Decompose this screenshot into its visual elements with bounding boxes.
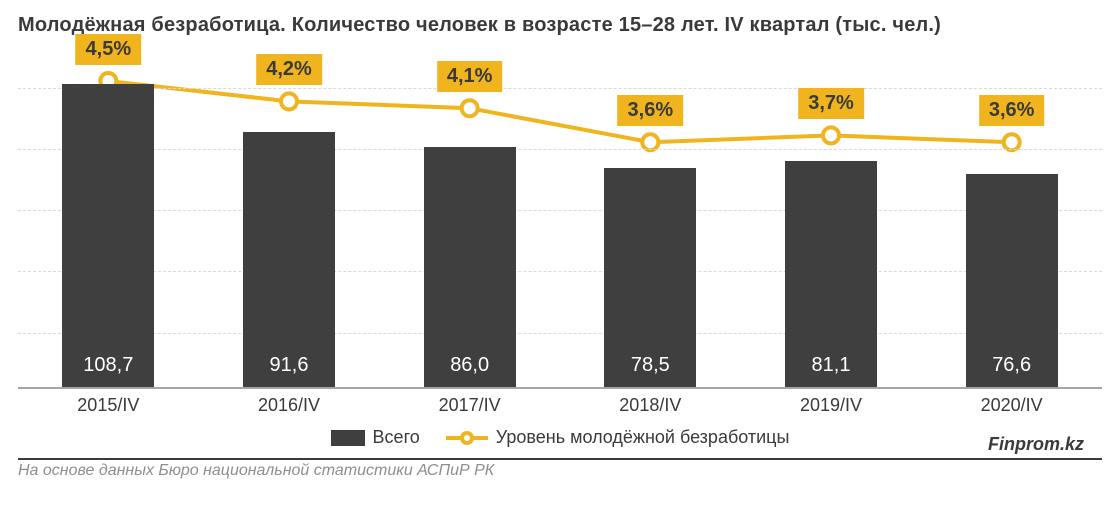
legend-swatch-line <box>446 429 488 447</box>
bar-value-label: 81,1 <box>785 354 877 377</box>
category-label: 2015/IV <box>62 395 154 416</box>
line-marker <box>462 100 478 116</box>
source-note: На основе данных Бюро национальной стати… <box>18 462 1102 480</box>
bar-value-label: 76,6 <box>966 354 1058 377</box>
gridline <box>18 88 1102 89</box>
line-marker <box>1004 134 1020 150</box>
footer-rule <box>18 458 1102 460</box>
footer: Finprom.kz На основе данных Бюро национа… <box>18 458 1102 480</box>
line-value-label: 4,1% <box>437 61 503 92</box>
line-marker <box>642 134 658 150</box>
bar: 76,62020/IV <box>966 174 1058 387</box>
chart-title: Молодёжная безработица. Количество челов… <box>18 14 1102 37</box>
bar: 86,02017/IV <box>424 147 516 387</box>
line-value-label: 4,2% <box>256 54 322 85</box>
legend: Всего Уровень молодёжной безработицы <box>18 427 1102 448</box>
legend-swatch-bar <box>331 430 365 446</box>
line-value-label: 3,6% <box>979 95 1045 126</box>
category-label: 2019/IV <box>785 395 877 416</box>
x-axis <box>18 387 1102 389</box>
gridline <box>18 271 1102 272</box>
bar: 78,52018/IV <box>604 168 696 387</box>
bar: 91,62016/IV <box>243 132 335 387</box>
category-label: 2017/IV <box>424 395 516 416</box>
line-value-label: 3,6% <box>618 95 684 126</box>
gridline <box>18 210 1102 211</box>
bar-value-label: 108,7 <box>62 354 154 377</box>
gridline <box>18 333 1102 334</box>
line-marker <box>823 127 839 143</box>
bar-value-label: 91,6 <box>243 354 335 377</box>
bar-value-label: 86,0 <box>424 354 516 377</box>
bar: 108,72015/IV <box>62 84 154 387</box>
chart-frame: Молодёжная безработица. Количество челов… <box>0 0 1120 515</box>
legend-label-bar: Всего <box>373 427 420 448</box>
category-label: 2016/IV <box>243 395 335 416</box>
category-label: 2018/IV <box>604 395 696 416</box>
line-value-label: 4,5% <box>76 34 142 65</box>
legend-label-line: Уровень молодёжной безработицы <box>496 427 790 448</box>
legend-item-line: Уровень молодёжной безработицы <box>446 427 790 448</box>
line-series-svg <box>18 47 1102 387</box>
bar: 81,12019/IV <box>785 161 877 387</box>
legend-item-bar: Всего <box>331 427 420 448</box>
line-marker <box>281 93 297 109</box>
line-value-label: 3,7% <box>798 88 864 119</box>
brand-label: Finprom.kz <box>980 434 1084 455</box>
gridline <box>18 149 1102 150</box>
category-label: 2020/IV <box>966 395 1058 416</box>
bar-value-label: 78,5 <box>604 354 696 377</box>
plot-area: 108,72015/IV 91,62016/IV 86,02017/IV 78,520… <box>18 47 1102 387</box>
